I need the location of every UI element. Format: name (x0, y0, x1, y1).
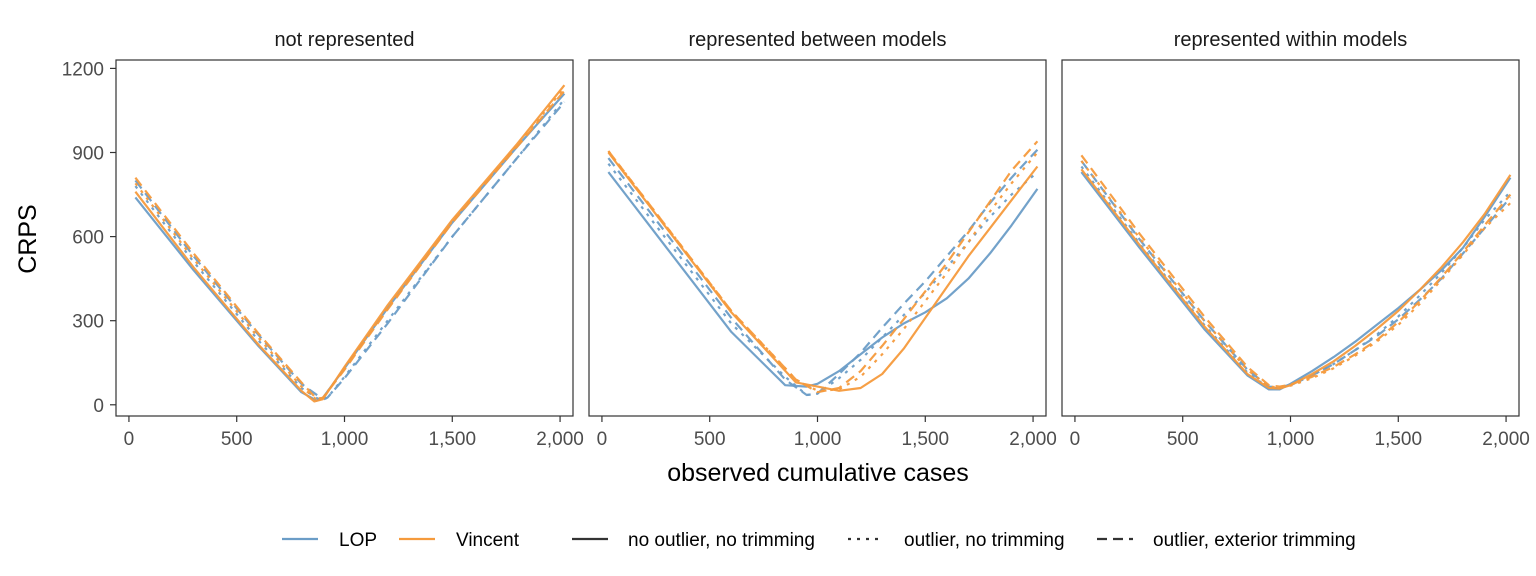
x-tick-label: 2,000 (536, 429, 584, 450)
series-line-lop-outlier-exterior-trimming (134, 101, 566, 399)
series-line-vincent-no-outlier-no-trimming (134, 84, 566, 403)
series-line-vincent-outlier-no-trimming (607, 150, 1039, 392)
x-tick-label: 0 (124, 429, 135, 450)
x-tick-label: 2,000 (1482, 429, 1530, 450)
series-line-vincent-outlier-exterior-trimming (1080, 154, 1512, 388)
series-group (1080, 154, 1512, 391)
series-line-vincent-no-outlier-no-trimming (1080, 168, 1512, 390)
y-tick-label: 0 (93, 396, 104, 417)
x-tick-label: 1,000 (1267, 429, 1315, 450)
panel-frame (1061, 59, 1520, 417)
legend-label-scenario-2: outlier, no trimming (904, 530, 1065, 551)
x-tick-label: 0 (1070, 429, 1081, 450)
series-group (134, 84, 566, 403)
x-tick-label: 1,500 (902, 429, 950, 450)
series-line-lop-outlier-no-trimming (1080, 165, 1512, 390)
series-line-vincent-outlier-exterior-trimming (134, 90, 566, 400)
panel-1: not represented 0 500 1,000 1,500 2,000 (115, 29, 584, 450)
panel-3: represented within models 0 500 1,000 1,500 2… (1061, 29, 1530, 450)
panel-frame (115, 59, 574, 417)
x-tick-label: 1,500 (429, 429, 477, 450)
panel-title: not represented (274, 29, 414, 51)
y-tick-label: 300 (72, 312, 104, 333)
legend-label-scenario-3: outlier, exterior trimming (1153, 530, 1356, 551)
series-line-lop-no-outlier-no-trimming (1080, 171, 1512, 391)
x-tick-label: 500 (694, 429, 726, 450)
series-line-vincent-outlier-no-trimming (1080, 160, 1512, 389)
x-tick-label: 2,000 (1009, 429, 1057, 450)
series-line-vincent-outlier-no-trimming (134, 87, 566, 401)
panel-2: represented between models 0 500 1,000 1,500… (588, 29, 1057, 450)
series-line-vincent-outlier-exterior-trimming (607, 140, 1039, 394)
legend: LOP Vincent no outlier, no trimming outlier… (282, 530, 1356, 551)
x-tick-label: 500 (221, 429, 253, 450)
series-line-lop-no-outlier-no-trimming (134, 92, 566, 402)
panel-frame (588, 59, 1047, 417)
y-axis-title: CRPS (14, 204, 42, 273)
series-line-lop-outlier-exterior-trimming (1080, 160, 1512, 389)
x-tick-label: 1,000 (321, 429, 369, 450)
x-tick-label: 1,500 (1375, 429, 1423, 450)
x-axis-title: observed cumulative cases (667, 459, 969, 487)
y-tick-label: 600 (72, 228, 104, 249)
panel-title: represented within models (1174, 29, 1407, 51)
y-tick-label: 900 (72, 144, 104, 165)
panel-title: represented between models (689, 29, 947, 51)
series-line-lop-no-outlier-no-trimming (607, 171, 1039, 388)
x-tick-label: 1,000 (794, 429, 842, 450)
legend-label-lop: LOP (339, 530, 377, 551)
x-tick-label: 500 (1167, 429, 1199, 450)
series-group (607, 140, 1039, 397)
y-tick-label: 1200 (62, 59, 104, 80)
legend-label-scenario-1: no outlier, no trimming (628, 530, 815, 551)
series-line-lop-outlier-no-trimming (134, 98, 566, 402)
series-line-vincent-no-outlier-no-trimming (607, 151, 1039, 392)
series-line-lop-outlier-no-trimming (607, 163, 1039, 397)
legend-label-vincent: Vincent (456, 530, 520, 551)
y-axis: 0 300 600 900 1200 (62, 59, 116, 417)
x-tick-label: 0 (597, 429, 608, 450)
